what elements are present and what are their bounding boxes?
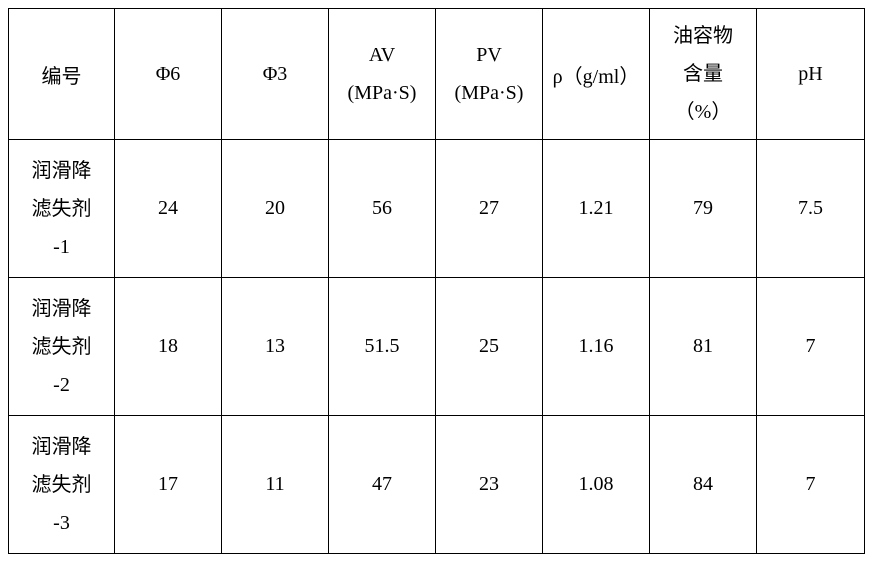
- table-row: 润滑降 滤失剂 -1 24 20 56 27 1.21 79 7.5: [9, 140, 865, 278]
- cell-ph: 7: [757, 278, 865, 416]
- cell-rho: 1.16: [543, 278, 650, 416]
- header-ph: pH: [757, 9, 865, 140]
- header-pv-line1: PV: [440, 36, 538, 74]
- header-oil-line3: （%）: [654, 93, 752, 131]
- header-pv: PV (MPa·S): [436, 9, 543, 140]
- cell-phi6: 24: [115, 140, 222, 278]
- header-pv-line2: (MPa·S): [440, 74, 538, 112]
- cell-ph: 7.5: [757, 140, 865, 278]
- table-header-row: 编号 Φ6 Φ3 AV (MPa·S) PV (MPa·S) ρ（g/ml） 油…: [9, 9, 865, 140]
- cell-label-line1: 润滑降: [13, 290, 110, 328]
- cell-pv: 23: [436, 416, 543, 554]
- cell-av: 47: [329, 416, 436, 554]
- cell-oil: 84: [650, 416, 757, 554]
- cell-oil: 79: [650, 140, 757, 278]
- header-label: 编号: [9, 9, 115, 140]
- cell-label-line2: 滤失剂: [13, 466, 110, 504]
- header-rho: ρ（g/ml）: [543, 9, 650, 140]
- table-row: 润滑降 滤失剂 -2 18 13 51.5 25 1.16 81 7: [9, 278, 865, 416]
- header-oil-line1: 油容物: [654, 17, 752, 55]
- header-oil: 油容物 含量 （%）: [650, 9, 757, 140]
- cell-label-line1: 润滑降: [13, 152, 110, 190]
- table-row: 润滑降 滤失剂 -3 17 11 47 23 1.08 84 7: [9, 416, 865, 554]
- header-oil-line2: 含量: [654, 55, 752, 93]
- cell-label-line3: -3: [13, 504, 110, 542]
- header-phi6: Φ6: [115, 9, 222, 140]
- cell-label-line3: -1: [13, 228, 110, 266]
- cell-phi3: 11: [222, 416, 329, 554]
- cell-phi3: 20: [222, 140, 329, 278]
- cell-pv: 27: [436, 140, 543, 278]
- cell-pv: 25: [436, 278, 543, 416]
- cell-phi6: 18: [115, 278, 222, 416]
- cell-label-line3: -2: [13, 366, 110, 404]
- cell-phi3: 13: [222, 278, 329, 416]
- cell-label: 润滑降 滤失剂 -1: [9, 140, 115, 278]
- data-table: 编号 Φ6 Φ3 AV (MPa·S) PV (MPa·S) ρ（g/ml） 油…: [8, 8, 865, 554]
- cell-label-line2: 滤失剂: [13, 328, 110, 366]
- cell-av: 56: [329, 140, 436, 278]
- cell-rho: 1.08: [543, 416, 650, 554]
- cell-label: 润滑降 滤失剂 -2: [9, 278, 115, 416]
- cell-label: 润滑降 滤失剂 -3: [9, 416, 115, 554]
- header-av-line2: (MPa·S): [333, 74, 431, 112]
- cell-ph: 7: [757, 416, 865, 554]
- header-phi3: Φ3: [222, 9, 329, 140]
- cell-label-line1: 润滑降: [13, 428, 110, 466]
- cell-oil: 81: [650, 278, 757, 416]
- cell-label-line2: 滤失剂: [13, 190, 110, 228]
- header-av: AV (MPa·S): [329, 9, 436, 140]
- cell-av: 51.5: [329, 278, 436, 416]
- header-av-line1: AV: [333, 36, 431, 74]
- cell-rho: 1.21: [543, 140, 650, 278]
- cell-phi6: 17: [115, 416, 222, 554]
